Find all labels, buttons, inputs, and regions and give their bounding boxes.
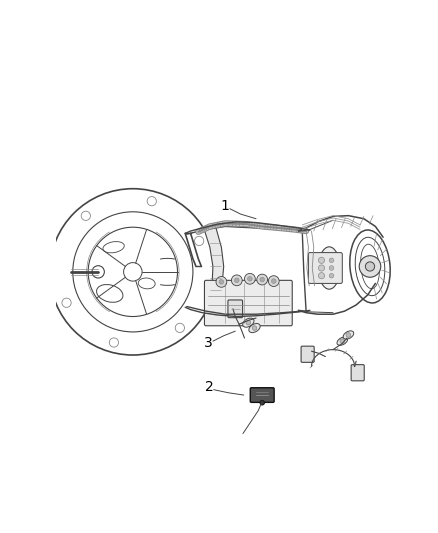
Circle shape [318,273,325,279]
Circle shape [216,277,227,287]
Circle shape [365,262,374,271]
Circle shape [260,277,265,282]
Ellipse shape [249,324,260,333]
Circle shape [234,278,239,282]
Ellipse shape [318,247,340,289]
Circle shape [329,265,334,270]
Circle shape [231,275,242,286]
FancyBboxPatch shape [250,387,274,402]
Circle shape [246,320,251,325]
Circle shape [257,274,268,285]
FancyBboxPatch shape [308,253,342,284]
Circle shape [359,256,381,277]
Circle shape [340,339,345,343]
Circle shape [323,262,336,274]
Circle shape [329,258,334,263]
Circle shape [252,326,257,330]
Polygon shape [204,228,224,299]
Circle shape [260,400,265,405]
FancyBboxPatch shape [351,365,364,381]
Circle shape [329,273,334,278]
Circle shape [272,279,276,284]
Circle shape [318,265,325,271]
Ellipse shape [343,331,354,339]
Text: 3: 3 [204,336,213,351]
Ellipse shape [337,337,348,345]
Circle shape [268,276,279,287]
Circle shape [346,333,351,337]
Circle shape [247,277,252,281]
FancyBboxPatch shape [301,346,314,362]
Text: 2: 2 [205,381,213,394]
Circle shape [219,280,224,284]
Circle shape [318,257,325,263]
FancyBboxPatch shape [205,280,292,326]
Ellipse shape [243,318,254,327]
FancyBboxPatch shape [228,300,243,318]
Text: 1: 1 [221,199,230,213]
Circle shape [244,273,255,284]
